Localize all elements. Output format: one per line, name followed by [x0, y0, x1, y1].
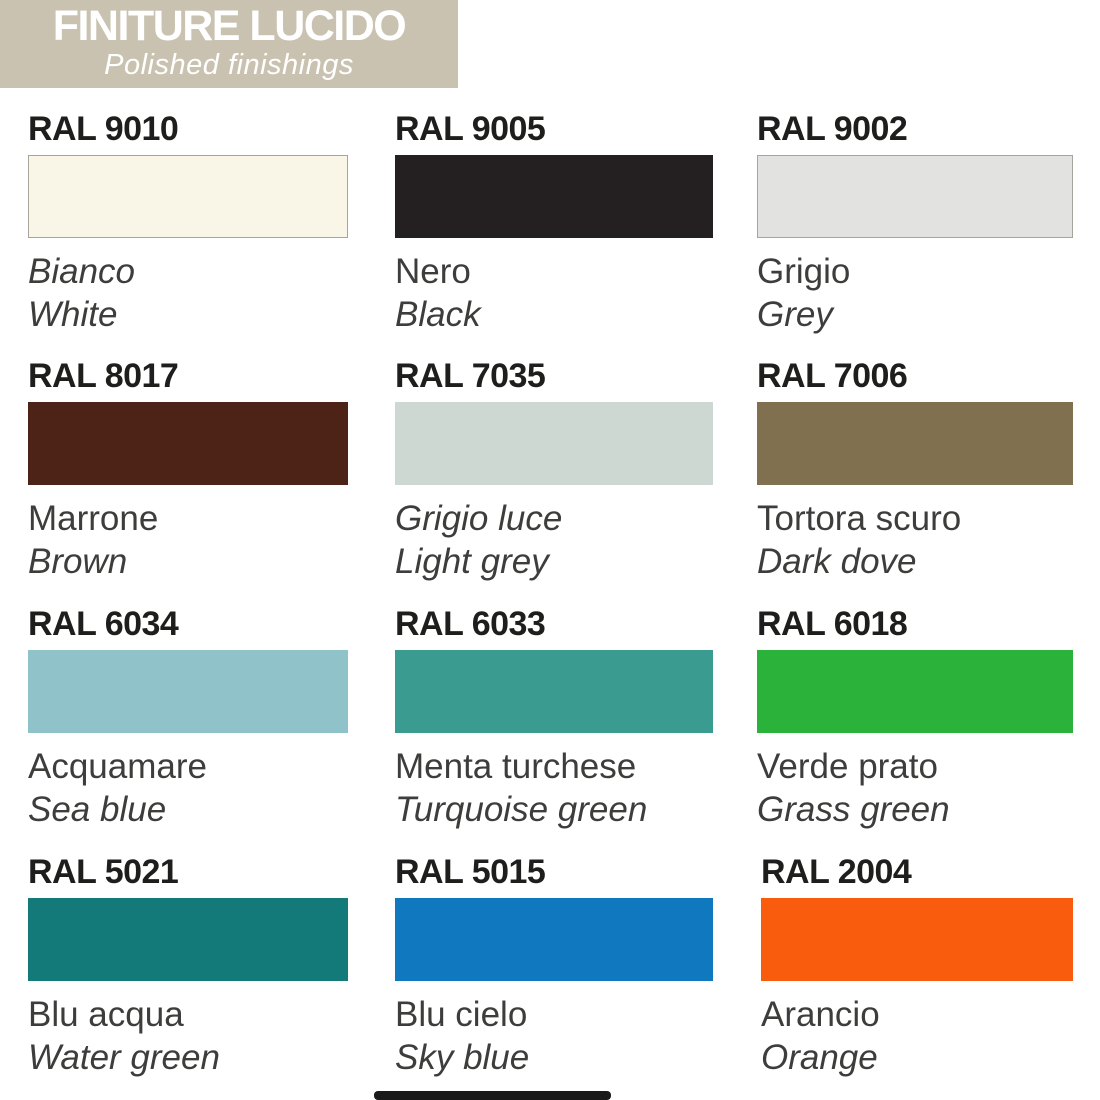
ral-code-label: RAL 8017 [28, 357, 179, 395]
color-name-italian: Menta turchese [395, 747, 637, 786]
color-name-italian: Nero [395, 252, 471, 291]
swatch-cell-ral-8017: RAL 8017 Marrone Brown [28, 358, 348, 583]
color-name-english: Brown [28, 542, 128, 581]
color-name-english: Dark dove [757, 542, 917, 581]
color-name-italian: Blu cielo [395, 995, 528, 1034]
ral-code-label: RAL 9010 [28, 110, 179, 148]
swatch-cell-ral-2004: RAL 2004 Arancio Orange [761, 854, 1073, 1079]
color-name-english: White [28, 295, 118, 334]
color-name-italian: Tortora scuro [757, 499, 962, 538]
ral-code-label: RAL 6034 [28, 605, 179, 643]
scrollbar-thumb[interactable] [374, 1091, 611, 1100]
color-name-italian: Grigio luce [395, 499, 563, 538]
color-name-english: Grass green [757, 790, 950, 829]
color-swatch [395, 650, 713, 733]
color-name-italian: Bianco [28, 252, 136, 291]
ral-code-label: RAL 6033 [395, 605, 546, 643]
ral-code-label: RAL 5015 [395, 853, 546, 891]
color-name-italian: Verde prato [757, 747, 938, 786]
page-title: FINITURE LUCIDO [52, 2, 407, 50]
color-swatch [395, 898, 713, 981]
color-swatch [757, 402, 1073, 485]
color-name-english: Sky blue [395, 1038, 530, 1077]
color-name-english: Turquoise green [395, 790, 648, 829]
ral-code-label: RAL 2004 [761, 853, 912, 891]
swatch-cell-ral-9005: RAL 9005 Nero Black [395, 111, 713, 336]
color-swatch [28, 650, 348, 733]
header-banner: FINITURE LUCIDO Polished finishings [0, 0, 458, 88]
color-swatch [757, 650, 1073, 733]
color-swatch [28, 898, 348, 981]
color-name-english: Orange [761, 1038, 878, 1077]
color-name-english: Water green [28, 1038, 220, 1077]
ral-code-label: RAL 9005 [395, 110, 546, 148]
color-name-italian: Marrone [28, 499, 159, 538]
ral-code-label: RAL 7035 [395, 357, 546, 395]
color-name-italian: Blu acqua [28, 995, 184, 1034]
color-swatch [395, 402, 713, 485]
color-swatch [28, 402, 348, 485]
ral-code-label: RAL 7006 [757, 357, 908, 395]
ral-code-label: RAL 6018 [757, 605, 908, 643]
swatch-cell-ral-6033: RAL 6033 Menta turchese Turquoise green [395, 606, 713, 831]
color-swatch [757, 155, 1073, 238]
color-swatch [28, 155, 348, 238]
swatch-cell-ral-6018: RAL 6018 Verde prato Grass green [757, 606, 1073, 831]
color-name-english: Light grey [395, 542, 549, 581]
color-name-italian: Arancio [761, 995, 880, 1034]
page-subtitle: Polished finishings [104, 49, 354, 81]
swatch-cell-ral-7035: RAL 7035 Grigio luce Light grey [395, 358, 713, 583]
color-swatch [395, 155, 713, 238]
color-name-english: Grey [757, 295, 833, 334]
color-name-english: Sea blue [28, 790, 167, 829]
swatch-cell-ral-9002: RAL 9002 Grigio Grey [757, 111, 1073, 336]
swatch-cell-ral-5015: RAL 5015 Blu cielo Sky blue [395, 854, 713, 1079]
ral-code-label: RAL 5021 [28, 853, 179, 891]
swatch-cell-ral-7006: RAL 7006 Tortora scuro Dark dove [757, 358, 1073, 583]
swatch-cell-ral-5021: RAL 5021 Blu acqua Water green [28, 854, 348, 1079]
color-name-italian: Grigio [757, 252, 851, 291]
color-swatch [761, 898, 1073, 981]
ral-code-label: RAL 9002 [757, 110, 908, 148]
swatch-cell-ral-9010: RAL 9010 Bianco White [28, 111, 348, 336]
color-name-italian: Acquamare [28, 747, 207, 786]
color-name-english: Black [395, 295, 481, 334]
swatch-cell-ral-6034: RAL 6034 Acquamare Sea blue [28, 606, 348, 831]
